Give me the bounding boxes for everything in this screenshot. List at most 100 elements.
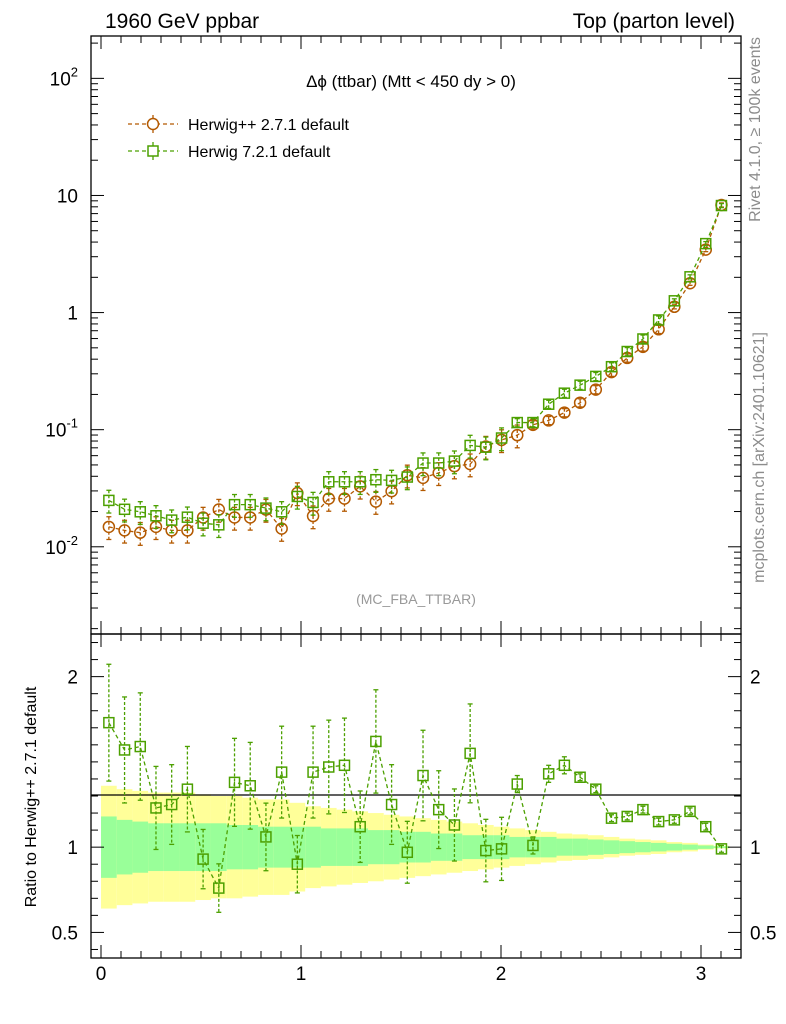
ratio-point [715, 843, 728, 855]
ratio-point [197, 853, 209, 865]
herwig7-point [244, 498, 256, 511]
ratio-ytick-label-right: 2 [750, 668, 761, 689]
main-ytick-label: 1 [67, 304, 78, 325]
herwig7-point [527, 416, 539, 429]
xtick-label: 1 [296, 964, 307, 985]
herwig7-point [574, 379, 586, 391]
legend-marker [147, 145, 159, 157]
band-inner [336, 828, 353, 866]
herwig7-point [652, 314, 665, 326]
main-ytick-label: 102 [50, 64, 78, 90]
ratio-point [118, 744, 131, 756]
main-panel: 10-2 10-1 1 10 102 Δϕ (ttbar) (Mtt < 450 dy … [45, 35, 742, 635]
herwig7-point [432, 457, 445, 469]
rivet-label: Rivet 4.1.0, ≥ 100k events [747, 37, 764, 222]
ratio-point [338, 759, 351, 772]
herwig7-point [417, 457, 429, 469]
band-inner [415, 831, 431, 863]
herwig7-point [464, 439, 476, 452]
xtick-label: 2 [496, 964, 507, 985]
ratio-point [480, 844, 492, 857]
main-ytick-label: 10 [57, 186, 78, 207]
herwig7-point [621, 345, 633, 358]
herwig7-point [637, 333, 649, 345]
main-title: Δϕ (ttbar) (Mtt < 450 dy > 0) [306, 72, 516, 91]
band-inner [368, 830, 384, 865]
herwig7-point [103, 494, 115, 507]
ratio-point [213, 882, 225, 894]
ratio-point [307, 766, 319, 778]
ratio-point [181, 783, 194, 795]
band-inner [603, 840, 620, 854]
xtick-label: 3 [696, 964, 707, 985]
ratio-ytick-label-left: 2 [67, 668, 78, 689]
band-inner [635, 842, 651, 853]
band-inner [179, 823, 196, 872]
herwigpp-point [306, 509, 320, 523]
ratio-point [275, 766, 288, 778]
herwigpp-point [416, 471, 430, 485]
herwig7-point [448, 455, 461, 467]
ratio-point [323, 761, 335, 773]
ratio-point [260, 831, 272, 843]
ratio-ytick-label-right: 0.5 [750, 923, 776, 944]
mcplots-label: mcplots.cern.ch [arXiv:2401.10621] [751, 332, 768, 583]
herwig7-point [700, 237, 712, 250]
ratio-point [432, 803, 445, 816]
herwigpp-line [108, 204, 723, 534]
herwig7-point [370, 473, 382, 486]
herwigpp-point [134, 526, 147, 539]
herwig7-point [684, 271, 696, 283]
ratio-point [417, 769, 429, 782]
herwigpp-point [118, 524, 131, 537]
herwigpp-point [102, 520, 116, 534]
band-inner [258, 826, 274, 868]
herwigpp-point [542, 414, 555, 427]
legend-marker [146, 117, 160, 131]
herwig7-point [558, 387, 571, 399]
ratio-point [165, 798, 178, 811]
ratio-point [150, 802, 162, 814]
ratio-point [370, 735, 382, 748]
herwig7-point [275, 506, 288, 518]
herwig7-point [228, 498, 241, 511]
legend: Herwig++ 2.7.1 default Herwig 7.2.1 defau… [128, 115, 350, 161]
herwig7-point [605, 360, 618, 373]
herwig7-point [385, 474, 398, 487]
band-inner [101, 816, 117, 878]
herwig7-point [590, 370, 602, 383]
ratio-point [637, 803, 649, 816]
ratio-ytick-label-left: 0.5 [52, 923, 78, 944]
ratio-point [700, 820, 712, 833]
header-right-title: Top (parton level) [573, 10, 735, 33]
ratio-point [527, 839, 539, 852]
main-ytick-label: 10-2 [45, 533, 78, 559]
herwig7-point [291, 490, 304, 503]
herwig7-point [511, 416, 524, 429]
ratio-point [590, 783, 602, 795]
band-inner [226, 824, 243, 870]
ratio-point [244, 780, 256, 792]
ratio-point [605, 812, 618, 824]
ratio-ylabel: Ratio to Herwig++ 2.7.1 default [23, 686, 40, 907]
ratio-point [621, 810, 633, 823]
ratio-point [103, 716, 115, 729]
herwigpp-point [511, 428, 524, 442]
herwigpp-point [573, 396, 587, 409]
ratio-point [668, 814, 681, 826]
ratio-point [291, 858, 304, 870]
header-left-title: 1960 GeV ppbar [105, 10, 259, 33]
ratio-point [354, 820, 366, 833]
herwig7-point [495, 432, 508, 444]
ratio-point [401, 846, 414, 859]
ratio-point [448, 819, 461, 831]
band-inner [320, 828, 337, 866]
band-inner [682, 844, 698, 850]
main-data-marks [102, 198, 728, 546]
ratio-axis-ticks: 0.5 0.5 1 1 2 2 0 1 2 3 [52, 634, 776, 985]
herwig7-point [480, 441, 492, 453]
band-inner [556, 838, 573, 856]
herwig7-point [118, 503, 131, 516]
herwig7-point [260, 502, 272, 514]
ratio-point [511, 778, 524, 790]
